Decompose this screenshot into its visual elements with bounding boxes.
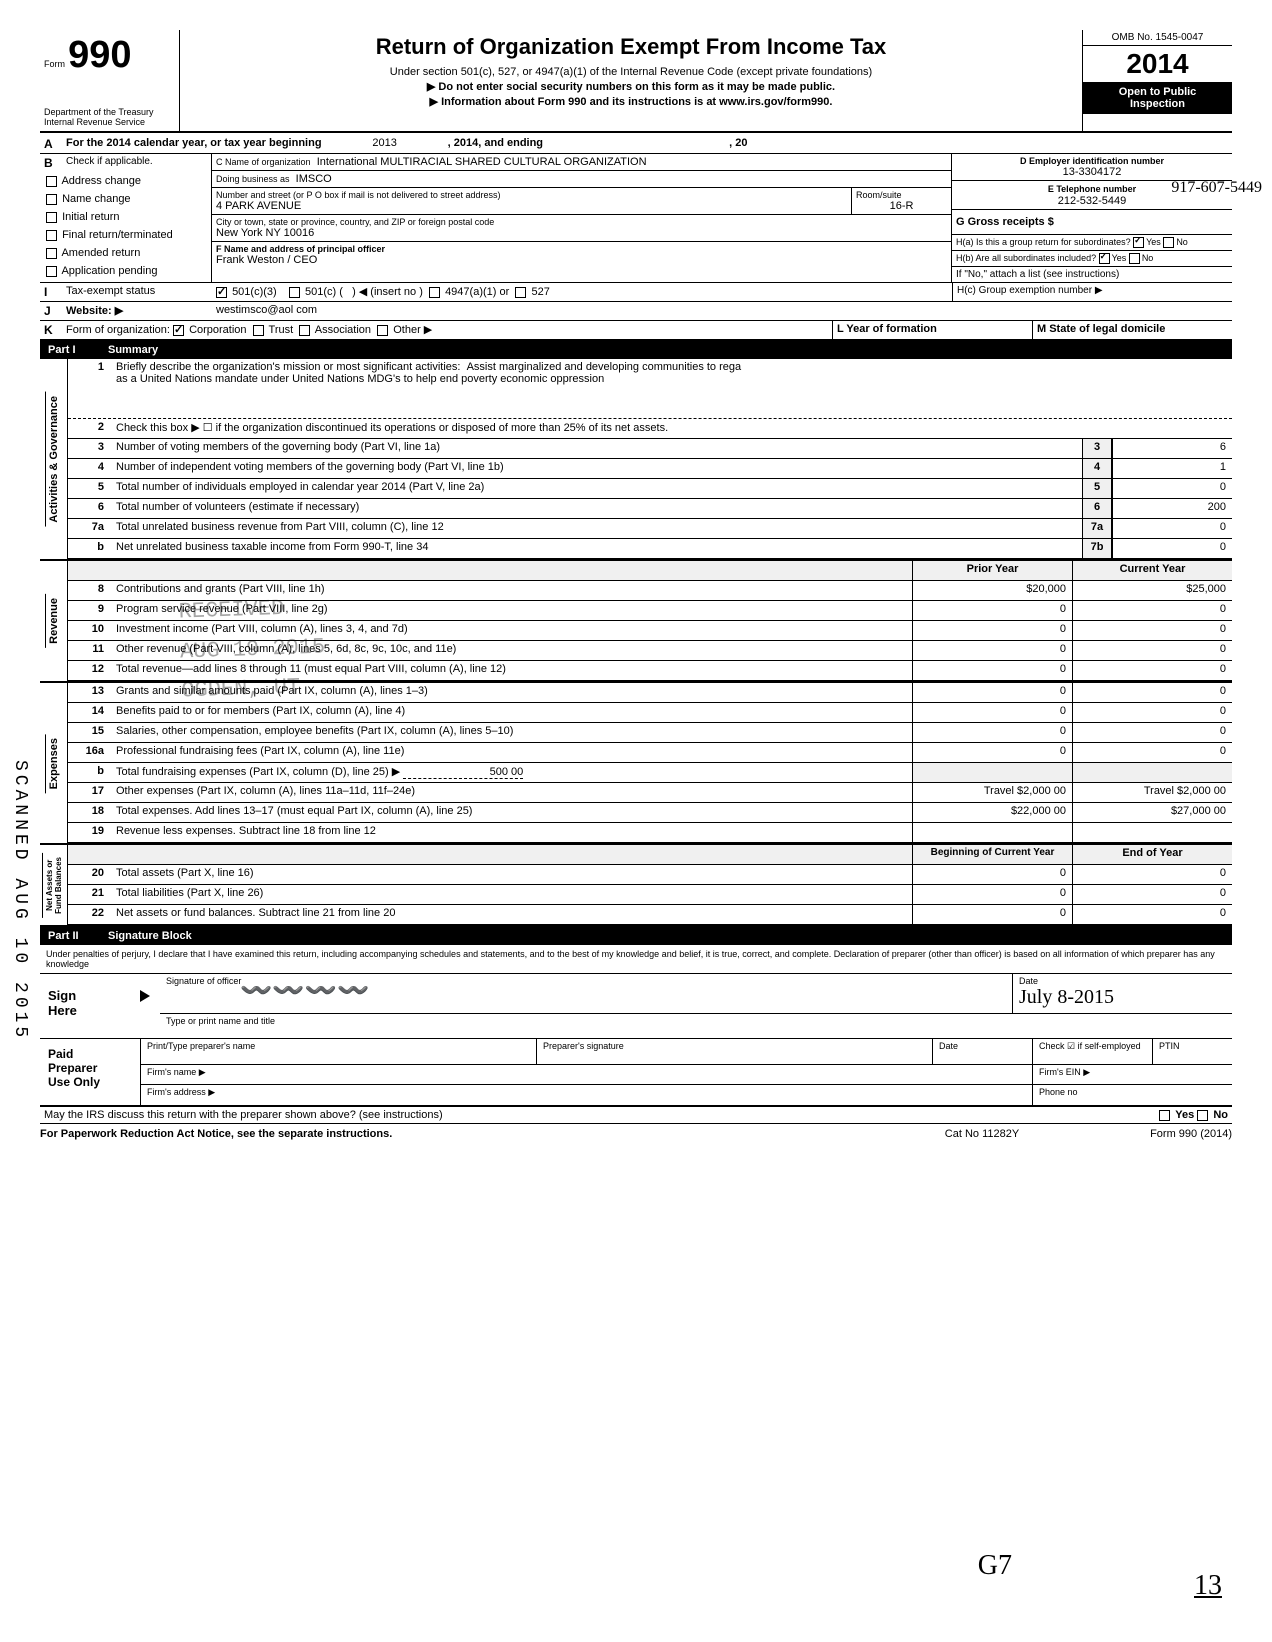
open-public: Open to PublicInspection xyxy=(1083,82,1232,114)
checkbox-4947[interactable] xyxy=(429,287,440,298)
side-label-expenses: Expenses xyxy=(45,734,62,793)
checkbox-initial-return[interactable] xyxy=(46,212,57,223)
dept-line2: Internal Revenue Service xyxy=(44,117,175,127)
checkbox-corporation[interactable] xyxy=(173,325,184,336)
group-exemption: H(c) Group exemption number ▶ xyxy=(952,283,1232,301)
tax-year-begin-input[interactable]: 2013 xyxy=(325,137,445,149)
perjury-statement: Under penalties of perjury, I declare th… xyxy=(40,945,1232,974)
signature-date: July 8-2015 xyxy=(1019,986,1226,1009)
scanned-stamp: SCANNED AUG 10 2015 xyxy=(10,760,30,1041)
checkbox-final-return[interactable] xyxy=(46,230,57,241)
checkbox-501c[interactable] xyxy=(289,287,300,298)
checkbox-other[interactable] xyxy=(377,325,388,336)
form-year-box: OMB No. 1545-0047 2014 Open to PublicIns… xyxy=(1082,30,1232,131)
org-name: International MULTIRACIAL SHARED CULTURA… xyxy=(317,156,647,168)
checkbox-527[interactable] xyxy=(515,287,526,298)
form-number-box: Form 990 Department of the Treasury Inte… xyxy=(40,30,180,131)
checkbox-trust[interactable] xyxy=(253,325,264,336)
checkbox-ha-no[interactable] xyxy=(1163,237,1174,248)
ein: 13-3304172 xyxy=(956,166,1228,178)
line-a: A For the 2014 calendar year, or tax yea… xyxy=(40,135,1232,154)
checkbox-hb-yes[interactable] xyxy=(1099,253,1110,264)
handwritten-13: 13 xyxy=(1194,1570,1222,1602)
principal-officer: Frank Weston / CEO xyxy=(216,254,947,266)
expenses-section: Expenses 13Grants and similar amounts pa… xyxy=(40,683,1232,845)
contrib-prior: $20,000 xyxy=(912,581,1072,600)
city-state-zip: New York NY 10016 xyxy=(216,227,947,239)
side-label-revenue: Revenue xyxy=(45,594,62,648)
checkbox-amended[interactable] xyxy=(46,248,57,259)
checkbox-address-change[interactable] xyxy=(46,176,57,187)
activities-governance-section: Activities & Governance 1Briefly describ… xyxy=(40,359,1232,561)
dba-name: IMSCO xyxy=(296,173,332,185)
handwritten-phone: 917-607-5449 xyxy=(1171,179,1262,197)
checkbox-application-pending[interactable] xyxy=(46,266,57,277)
line-j: J Website: ▶ westimsco@aol com xyxy=(40,302,1232,321)
total-exp-current: $27,000 00 xyxy=(1072,803,1232,822)
website: westimsco@aol com xyxy=(212,302,1232,320)
side-label-activities: Activities & Governance xyxy=(45,392,62,527)
officer-signature: 〰️〰️〰️〰️ xyxy=(240,976,370,1006)
form-subtitle1: Under section 501(c), 527, or 4947(a)(1)… xyxy=(188,66,1074,78)
form-title-box: Return of Organization Exempt From Incom… xyxy=(180,30,1082,131)
section-deg: D Employer identification number13-33041… xyxy=(952,154,1232,282)
mission-text: Assist marginalized and developing commu… xyxy=(467,361,742,373)
checkbox-discuss-no[interactable] xyxy=(1197,1110,1208,1121)
checkbox-name-change[interactable] xyxy=(46,194,57,205)
checkbox-hb-no[interactable] xyxy=(1129,253,1140,264)
form-number: 990 xyxy=(68,34,131,76)
fundraising-total: 500 00 xyxy=(403,766,523,779)
contrib-current: $25,000 xyxy=(1072,581,1232,600)
checkbox-501c3[interactable] xyxy=(216,287,227,298)
footer-row: For Paperwork Reduction Act Notice, see … xyxy=(40,1124,1232,1144)
employees: 0 xyxy=(1112,479,1232,498)
checkbox-ha-yes[interactable] xyxy=(1133,237,1144,248)
sign-here-block: Sign Here Signature of officer 〰️〰️〰️〰️ … xyxy=(40,974,1232,1039)
paid-preparer-block: Paid Preparer Use Only Print/Type prepar… xyxy=(40,1039,1232,1107)
omb-number: OMB No. 1545-0047 xyxy=(1083,30,1232,46)
line-k: K Form of organization: Corporation Trus… xyxy=(40,321,1232,341)
dept-line1: Department of the Treasury xyxy=(44,107,175,117)
tax-year: 2014 xyxy=(1083,46,1232,82)
irs-discuss-row: May the IRS discuss this return with the… xyxy=(40,1107,1232,1124)
netassets-section: Net Assets or Fund Balances Beginning of… xyxy=(40,845,1232,927)
checkbox-association[interactable] xyxy=(299,325,310,336)
form-label: Form xyxy=(44,59,65,69)
total-exp-prior: $22,000 00 xyxy=(912,803,1072,822)
section-c: C Name of organization International MUL… xyxy=(212,154,952,282)
side-label-netassets: Net Assets or Fund Balances xyxy=(42,853,65,918)
part1-header: Part I Summary xyxy=(40,341,1232,359)
part2-header: Part II Signature Block xyxy=(40,927,1232,945)
form-subtitle2: ▶ Do not enter social security numbers o… xyxy=(188,80,1074,93)
checkbox-discuss-yes[interactable] xyxy=(1159,1110,1170,1121)
gross-receipts-label: G Gross receipts $ xyxy=(956,216,1054,228)
room-suite: 16-R xyxy=(856,200,947,212)
indep-members: 1 xyxy=(1112,459,1232,478)
volunteers: 200 xyxy=(1112,499,1232,518)
street-address: 4 PARK AVENUE xyxy=(216,200,847,212)
voting-members: 6 xyxy=(1112,439,1232,458)
handwritten-g7: G7 xyxy=(978,1550,1012,1582)
section-b: BCheck if applicable. Address change Nam… xyxy=(40,154,212,282)
line-i: I Tax-exempt status 501(c)(3) 501(c) ( )… xyxy=(40,283,1232,302)
form-header: Form 990 Department of the Treasury Inte… xyxy=(40,30,1232,133)
revenue-section: Revenue Prior YearCurrent Year 8Contribu… xyxy=(40,561,1232,683)
form-title: Return of Organization Exempt From Incom… xyxy=(188,34,1074,60)
form-subtitle3: ▶ Information about Form 990 and its ins… xyxy=(188,95,1074,108)
triangle-icon xyxy=(140,990,150,1002)
